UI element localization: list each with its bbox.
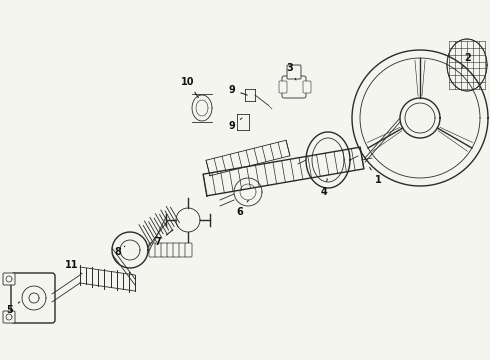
Text: 11: 11 xyxy=(65,260,82,274)
Text: 5: 5 xyxy=(7,302,20,315)
FancyBboxPatch shape xyxy=(149,243,156,257)
FancyBboxPatch shape xyxy=(11,273,55,323)
FancyBboxPatch shape xyxy=(167,243,174,257)
FancyBboxPatch shape xyxy=(173,243,180,257)
Text: 8: 8 xyxy=(115,246,125,257)
FancyBboxPatch shape xyxy=(161,243,168,257)
FancyBboxPatch shape xyxy=(287,65,301,79)
FancyBboxPatch shape xyxy=(279,81,287,93)
Text: 10: 10 xyxy=(181,77,198,98)
Text: 7: 7 xyxy=(155,230,173,247)
Text: 9: 9 xyxy=(229,85,247,95)
FancyBboxPatch shape xyxy=(3,273,15,285)
Text: 4: 4 xyxy=(320,179,327,197)
Text: 3: 3 xyxy=(287,63,296,80)
FancyBboxPatch shape xyxy=(185,243,192,257)
FancyBboxPatch shape xyxy=(282,76,306,98)
FancyBboxPatch shape xyxy=(303,81,311,93)
Text: 9: 9 xyxy=(229,118,242,131)
FancyBboxPatch shape xyxy=(179,243,186,257)
Text: 6: 6 xyxy=(237,200,248,217)
FancyBboxPatch shape xyxy=(3,311,15,323)
FancyBboxPatch shape xyxy=(155,243,162,257)
Text: 1: 1 xyxy=(369,167,381,185)
Text: 2: 2 xyxy=(462,53,471,68)
